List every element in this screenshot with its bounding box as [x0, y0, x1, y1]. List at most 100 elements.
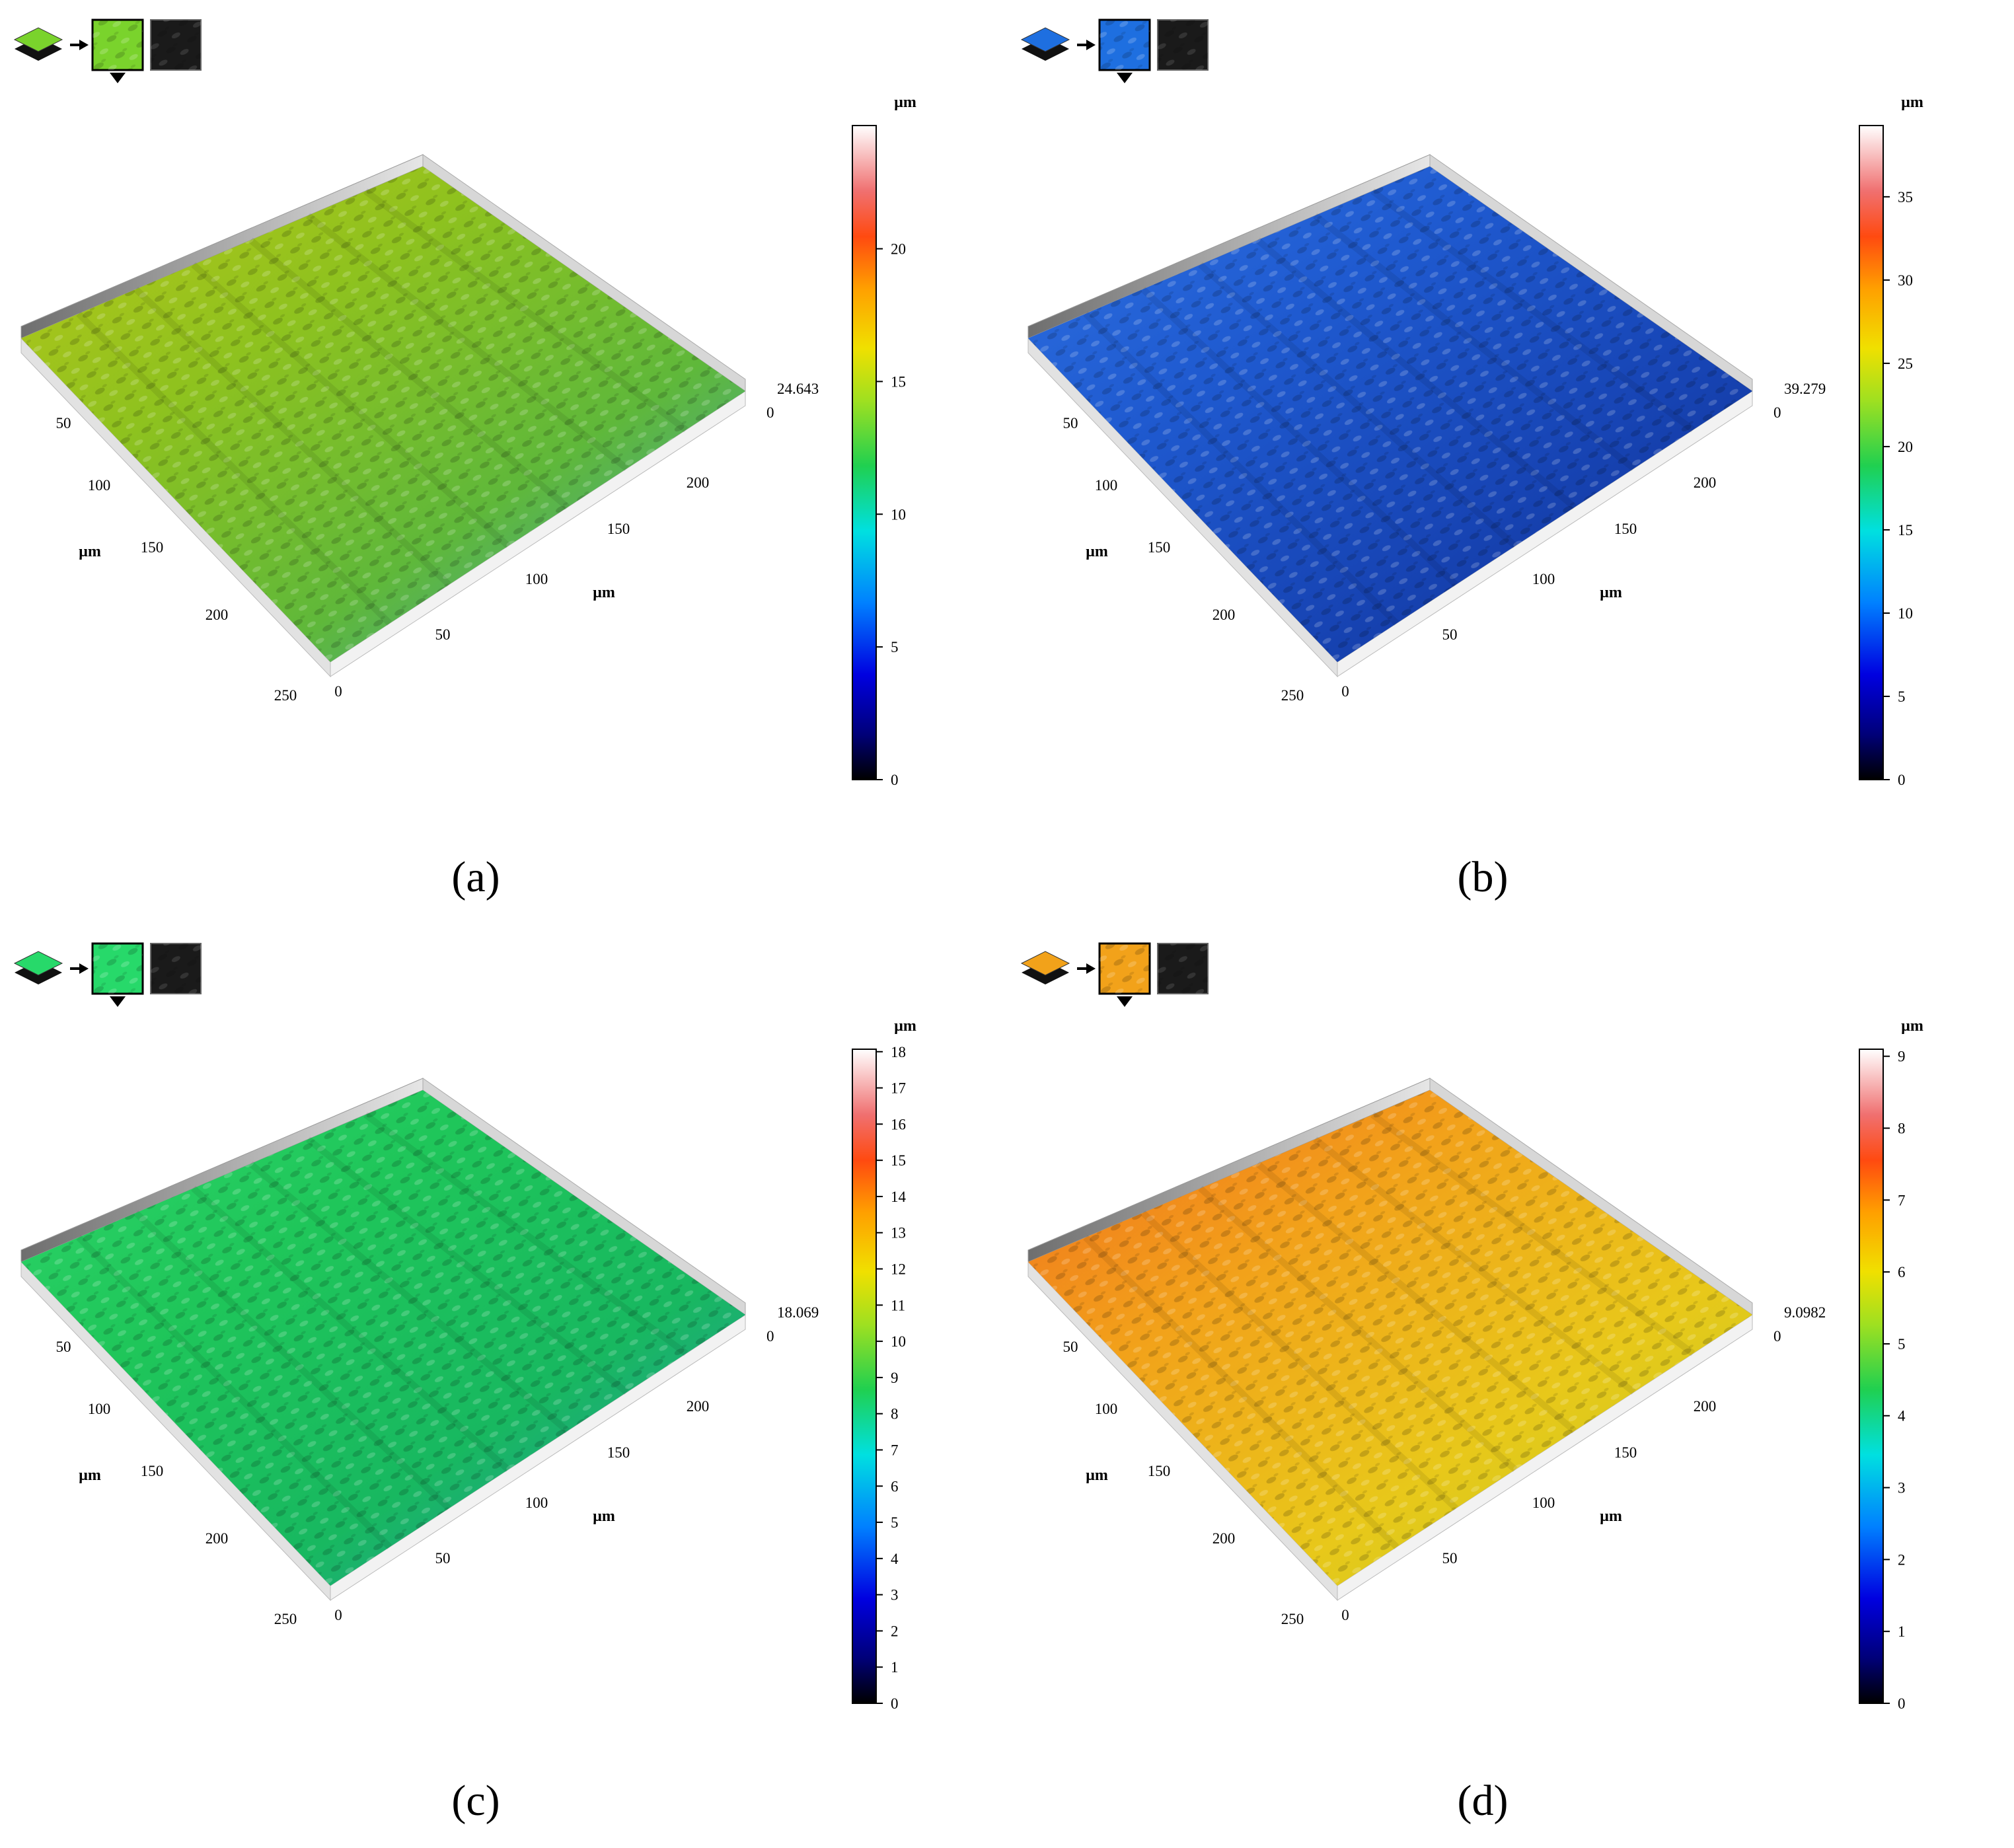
height-max-label: 9.0982 — [1784, 1304, 1826, 1321]
panel-d-figure: 50100150200250µm050100150200µm9.09820µm0… — [1020, 942, 1923, 1712]
right-axis-tick: 150 — [607, 1444, 630, 1461]
color-view-icon[interactable] — [91, 942, 144, 1007]
colorbar-tick-label: 16 — [891, 1116, 906, 1132]
colorbar: µm 0 1 2 3 4 5 6 7 8 9 — [1859, 1017, 1923, 1712]
right-axis-unit: µm — [1600, 1508, 1622, 1525]
right-axis-unit: µm — [593, 584, 615, 601]
colorbar-tick-label: 5 — [1898, 688, 1906, 705]
left-axis-tick: 50 — [1063, 415, 1078, 431]
grayscale-view-icon[interactable] — [1157, 19, 1209, 71]
panel-caption: (a) — [451, 853, 500, 901]
height-zero-label: 0 — [766, 1328, 774, 1345]
colorbar-unit: µm — [1901, 94, 1923, 111]
grayscale-view-icon[interactable] — [150, 19, 202, 71]
panel-caption: (d) — [1457, 1777, 1509, 1825]
arrow-right-icon — [1077, 40, 1096, 50]
colorbar-tick-label: 9 — [1898, 1049, 1906, 1065]
colorbar-unit: µm — [894, 94, 916, 111]
left-axis-tick: 150 — [1148, 539, 1171, 556]
colorbar-tick-label: 4 — [891, 1551, 899, 1567]
colorbar-tick-label: 15 — [1898, 522, 1913, 538]
colorbar-tick-label: 3 — [891, 1587, 899, 1604]
grayscale-view-icon[interactable] — [1157, 943, 1209, 994]
color-view-icon[interactable] — [1098, 18, 1151, 83]
grayscale-view-icon[interactable] — [150, 943, 202, 994]
surface-3d-plot — [20, 154, 746, 678]
right-axis-tick: 50 — [1442, 1550, 1458, 1567]
panel-b-figure: 50100150200250µm050100150200µm39.2790µm0… — [1020, 18, 1923, 788]
height-zero-label: 0 — [1773, 1328, 1781, 1345]
height-zero-label: 0 — [766, 404, 774, 421]
panel-caption: (b) — [1457, 853, 1509, 901]
layer-stack-icon[interactable] — [13, 27, 63, 61]
colorbar-unit: µm — [894, 1017, 916, 1035]
colorbar-tick-label: 12 — [891, 1261, 906, 1278]
left-axis-tick: 150 — [1148, 1463, 1171, 1479]
left-axis-unit: µm — [1086, 1467, 1108, 1484]
left-axis-tick: 100 — [88, 477, 111, 494]
panel-a-figure: 50100150200250µm050100150200µm24.6430µm0… — [13, 18, 916, 788]
left-axis-tick: 250 — [1281, 687, 1304, 704]
height-zero-label: 0 — [1773, 404, 1781, 421]
colorbar-tick-label: 0 — [1898, 772, 1906, 788]
color-view-icon[interactable] — [1098, 942, 1151, 1007]
panel-b: 50 100 150 200 250 µm 0 50 100 150 200 µm 39.279 0 µm 0… — [1007, 0, 2014, 924]
right-axis-tick: 0 — [1341, 683, 1349, 700]
right-axis-tick: 100 — [1532, 571, 1555, 587]
layer-stack-icon[interactable] — [1020, 27, 1070, 61]
layer-stack-icon[interactable] — [1020, 951, 1070, 984]
arrow-right-icon — [1077, 963, 1096, 974]
colorbar-tick-label: 7 — [891, 1442, 899, 1458]
left-axis-unit: µm — [79, 1467, 101, 1484]
colorbar-tick-label: 2 — [1898, 1551, 1906, 1568]
colorbar-unit: µm — [1901, 1017, 1923, 1035]
right-axis-tick: 50 — [435, 626, 451, 643]
right-axis-tick: 0 — [334, 1607, 342, 1623]
left-axis-tick: 150 — [141, 1463, 164, 1479]
left-axis-tick: 100 — [88, 1401, 111, 1417]
right-axis-tick: 150 — [1614, 1444, 1637, 1461]
height-max-label: 18.069 — [777, 1304, 819, 1321]
colorbar-tick-label: 30 — [1898, 272, 1913, 289]
colorbar-tick-label: 20 — [1898, 439, 1913, 455]
left-axis-tick: 50 — [56, 415, 71, 431]
left-axis-tick: 250 — [274, 687, 297, 704]
surface-3d-plot — [1027, 1078, 1753, 1602]
right-axis-tick: 100 — [525, 571, 548, 587]
left-axis-unit: µm — [1086, 543, 1108, 560]
colorbar-tick-label: 10 — [891, 506, 906, 523]
colorbar-tick-label: 6 — [891, 1478, 899, 1495]
colorbar-tick-label: 8 — [891, 1406, 899, 1423]
height-max-label: 39.279 — [1784, 381, 1826, 397]
left-axis-tick: 100 — [1095, 477, 1118, 494]
color-view-icon[interactable] — [91, 18, 144, 83]
colorbar-tick-label: 0 — [891, 772, 899, 788]
layer-view-icons — [13, 18, 202, 83]
layer-view-icons — [13, 942, 202, 1007]
colorbar-tick-label: 3 — [1898, 1480, 1906, 1497]
colorbar-tick-label: 5 — [891, 639, 899, 655]
colorbar-tick-label: 15 — [891, 1152, 906, 1169]
right-axis-tick: 0 — [334, 683, 342, 700]
panel-d: 50 100 150 200 250 µm 0 50 100 150 200 µm 9.0982 0 µm 0… — [1007, 924, 2014, 1847]
surface-3d-plot — [1027, 154, 1753, 678]
colorbar-tick-label: 1 — [891, 1659, 899, 1676]
colorbar-tick-label: 10 — [1898, 605, 1913, 622]
colorbar-tick-label: 15 — [891, 373, 906, 390]
panel-a: 50 100 150 200 250 µm 0 50 100 150 200 µm 24.643 0 µm 0… — [0, 0, 1007, 924]
right-axis-tick: 100 — [1532, 1495, 1555, 1511]
colorbar: µm 0 5 10 15 20 — [852, 94, 916, 788]
layer-stack-icon[interactable] — [13, 951, 63, 984]
left-axis-tick: 250 — [274, 1611, 297, 1627]
colorbar-tick-label: 2 — [891, 1623, 899, 1639]
colorbar-tick-label: 14 — [891, 1189, 907, 1205]
left-axis-tick: 150 — [141, 539, 164, 556]
colorbar-tick-label: 5 — [1898, 1336, 1906, 1352]
right-axis-tick: 50 — [435, 1550, 451, 1567]
right-axis-tick: 200 — [1694, 474, 1717, 491]
